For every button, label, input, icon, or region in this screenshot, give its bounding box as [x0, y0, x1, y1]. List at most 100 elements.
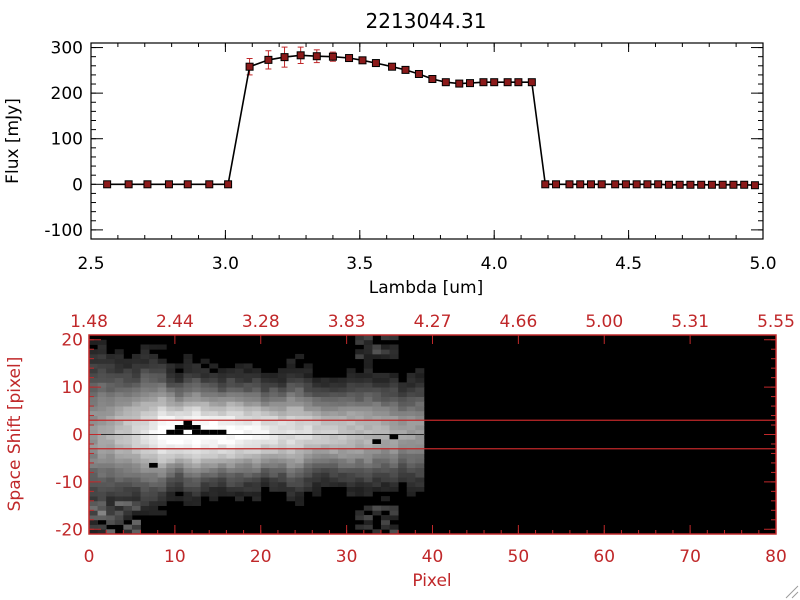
image-pixel	[89, 420, 98, 426]
image-pixel	[329, 406, 339, 412]
image-pixel	[363, 486, 373, 492]
image-pixel	[338, 377, 348, 383]
image-pixel	[89, 391, 98, 397]
image-pixel	[166, 491, 176, 497]
image-pixel	[312, 415, 322, 421]
image-pixel	[131, 443, 141, 450]
image-pixel	[363, 453, 373, 459]
image-pixel	[226, 391, 236, 397]
image-pixel	[286, 491, 296, 497]
image-pixel	[329, 382, 339, 388]
image-pixel	[131, 481, 141, 488]
image-pixel	[295, 496, 305, 502]
image-pixel	[234, 443, 244, 450]
image-pixel	[286, 429, 296, 435]
image-pixel	[192, 500, 202, 506]
image-pixel	[303, 415, 313, 421]
image-pixel	[89, 458, 98, 464]
image-pixel	[166, 387, 176, 393]
image-pixel	[398, 410, 408, 416]
image-pixel	[123, 500, 133, 506]
image-pixel	[295, 439, 305, 445]
image-pixel	[114, 429, 124, 435]
image-pixel	[226, 396, 236, 402]
image-pixel	[217, 458, 227, 464]
image-pixel	[226, 425, 236, 431]
image-pixel	[346, 458, 356, 464]
image-pixel	[415, 486, 425, 492]
image-pixel	[200, 368, 210, 374]
image-pixel	[123, 529, 133, 535]
image-pixel	[217, 387, 227, 393]
image-pixel	[140, 462, 150, 469]
image-pixel	[97, 429, 107, 435]
image-pixel	[406, 462, 416, 469]
image-pixel	[157, 420, 167, 426]
image-pixel	[338, 406, 348, 412]
image-pixel	[312, 391, 322, 397]
image-pixel	[389, 353, 399, 360]
image-pixel	[106, 458, 116, 464]
image-pixel	[217, 415, 227, 421]
image-pixel	[329, 420, 339, 426]
image-pixel	[97, 462, 107, 469]
image-pixel	[217, 462, 227, 469]
image-pixel	[243, 491, 253, 497]
image-pixel	[114, 377, 124, 383]
image-pixel	[372, 458, 382, 464]
top-wavelength-label: 1.48	[70, 312, 108, 332]
image-pixel	[260, 415, 270, 421]
image-pixel	[329, 467, 339, 473]
image-pixel	[312, 429, 322, 435]
image-pixel	[192, 453, 202, 459]
image-pixel	[252, 439, 262, 445]
image-pixel	[415, 462, 425, 469]
image-pixel	[192, 410, 202, 416]
image-pixel	[174, 391, 184, 397]
image-pixel	[192, 391, 202, 397]
image-pixel	[346, 486, 356, 492]
saturated-pixel	[174, 425, 184, 430]
image-pixel	[89, 410, 98, 416]
image-pixel	[389, 458, 399, 464]
image-pixel	[406, 467, 416, 473]
image-pixel	[406, 448, 416, 454]
image-pixel	[123, 406, 133, 412]
image-pixel	[380, 496, 390, 502]
image-pixel	[329, 453, 339, 459]
y-tick-label: 200	[51, 84, 83, 104]
image-pixel	[183, 377, 193, 383]
image-pixel	[140, 420, 150, 426]
image-pixel	[157, 443, 167, 450]
image-pixel	[338, 396, 348, 402]
image-pixel	[372, 410, 382, 416]
image-pixel	[320, 467, 330, 473]
image-pixel	[372, 453, 382, 459]
image-pixel	[226, 472, 236, 478]
image-pixel	[355, 439, 365, 445]
image-pixel	[174, 406, 184, 412]
image-pixel	[217, 467, 227, 473]
aperture-lines	[89, 419, 776, 450]
image-pixel	[243, 481, 253, 488]
image-pixel	[89, 510, 98, 516]
image-pixel	[166, 372, 176, 379]
image-pixel	[277, 448, 287, 454]
image-pixel	[114, 515, 124, 521]
image-pixel	[295, 396, 305, 402]
image-pixel	[415, 477, 425, 483]
image-pixel	[252, 420, 262, 426]
image-pixel	[286, 415, 296, 421]
spectrum-panel: 2213044.31 2.5 3.0 3.5 4.0 4.5 5.0 -100 0 100 20…	[3, 9, 777, 298]
image-pixel	[260, 472, 270, 478]
image-pixel	[149, 434, 159, 440]
image-pixel	[140, 372, 150, 379]
image-pixel	[312, 406, 322, 412]
image-pixel	[320, 453, 330, 459]
x-tick-label: 70	[679, 547, 701, 567]
image-pixel	[89, 415, 98, 421]
image-pixel	[192, 401, 202, 407]
image-pixel	[406, 477, 416, 483]
image-pixel	[123, 505, 133, 511]
image-pixel	[106, 496, 116, 502]
